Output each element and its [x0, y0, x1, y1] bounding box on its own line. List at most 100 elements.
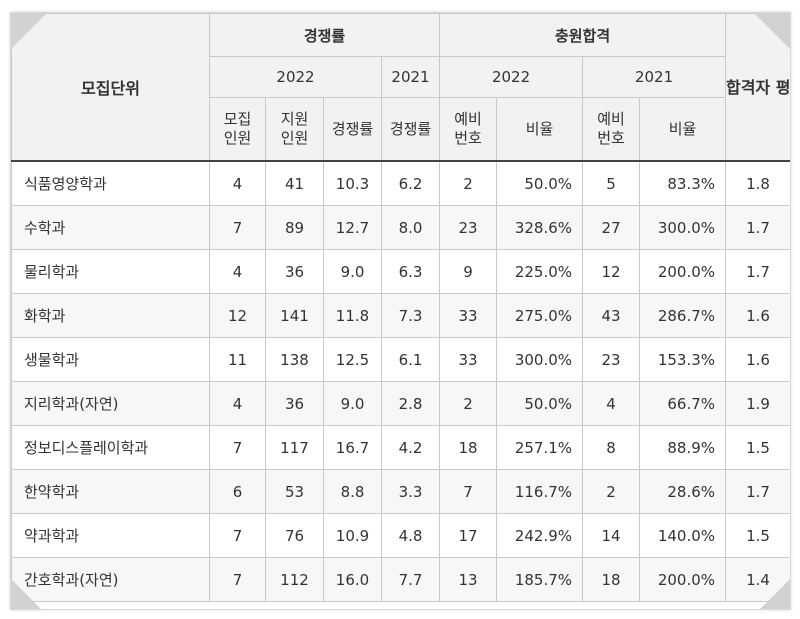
- header-recruit-line2: 인원: [223, 129, 252, 147]
- cell-dept: 정보디스플레이학과: [11, 425, 210, 470]
- header-waitlist-2022: 예비 번호: [439, 97, 498, 162]
- cell-waitlist-2022: 33: [439, 337, 498, 382]
- page-curl-bottom-left: [11, 579, 41, 609]
- cell-recruit-count: 12: [209, 293, 266, 338]
- cell-dept: 간호학과(자연): [11, 557, 210, 602]
- cell-average-grade: 1.7: [725, 469, 790, 514]
- header-waitlist-line1: 예비: [454, 110, 482, 128]
- cell-average-grade: 1.5: [725, 513, 790, 558]
- cell-competition-2022: 16.0: [323, 557, 382, 602]
- cell-rate-2021: 28.6%: [639, 469, 727, 514]
- cell-average-grade: 1.8: [725, 160, 790, 206]
- cell-recruit-count: 6: [209, 469, 266, 514]
- page-curl-top-left: [11, 13, 47, 49]
- cell-waitlist-2022: 33: [439, 293, 498, 338]
- cell-competition-2022: 9.0: [323, 381, 382, 426]
- cell-waitlist-2022: 23: [439, 205, 498, 250]
- cell-competition-2022: 16.7: [323, 425, 382, 470]
- cell-rate-2022: 275.0%: [496, 293, 584, 338]
- cell-rate-2021: 140.0%: [639, 513, 727, 558]
- cell-average-grade: 1.9: [725, 381, 790, 426]
- header-grade-line2: 평균: [775, 77, 791, 97]
- cell-rate-2022: 116.7%: [496, 469, 584, 514]
- cell-average-grade: 1.5: [725, 425, 790, 470]
- table-body: 식품영양학과 4 41 10.3 6.2 2 50.0% 5 83.3% 1.8 수학과 7 89 12.…: [11, 160, 790, 602]
- cell-average-grade: 1.6: [725, 337, 790, 382]
- header-rate-2021: 비율: [639, 97, 727, 162]
- table-row: 생물학과 11 138 12.5 6.1 33 300.0% 23 153.3% 1.6: [11, 337, 790, 382]
- cell-competition-2021: 2.8: [380, 381, 441, 426]
- page-curl-top-right: [754, 13, 790, 49]
- cell-applicant-count: 141: [265, 293, 324, 338]
- cell-applicant-count: 36: [265, 249, 324, 294]
- cell-waitlist-2022: 13: [439, 557, 498, 602]
- page-curl-bottom-right: [760, 579, 790, 609]
- cell-dept: 약과학과: [11, 513, 210, 558]
- cell-rate-2021: 300.0%: [639, 205, 727, 250]
- header-ratio-2022: 경쟁률: [323, 97, 382, 162]
- table-row: 수학과 7 89 12.7 8.0 23 328.6% 27 300.0% 1.7: [11, 205, 790, 250]
- cell-waitlist-2021: 18: [582, 557, 641, 602]
- header-comp-2022: 2022: [209, 56, 382, 98]
- cell-rate-2021: 200.0%: [639, 249, 727, 294]
- cell-competition-2022: 9.0: [323, 249, 382, 294]
- cell-recruit-count: 4: [209, 381, 266, 426]
- cell-rate-2021: 286.7%: [639, 293, 727, 338]
- cell-applicant-count: 89: [265, 205, 324, 250]
- cell-recruit-count: 11: [209, 337, 266, 382]
- table-row: 식품영양학과 4 41 10.3 6.2 2 50.0% 5 83.3% 1.8: [11, 160, 790, 206]
- cell-competition-2022: 12.5: [323, 337, 382, 382]
- header-add-2021: 2021: [582, 56, 727, 98]
- cell-waitlist-2021: 14: [582, 513, 641, 558]
- cell-rate-2022: 185.7%: [496, 557, 584, 602]
- header-ratio-2021: 경쟁률: [380, 97, 441, 162]
- cell-rate-2022: 242.9%: [496, 513, 584, 558]
- table-header: 모집단위 경쟁률 충원합격 합격자 평균 등급 2022 2021 2022 2…: [11, 13, 791, 162]
- header-competition: 경쟁률: [208, 13, 441, 57]
- table-row: 정보디스플레이학과 7 117 16.7 4.2 18 257.1% 8 88.9% 1.5: [11, 425, 790, 470]
- cell-waitlist-2022: 18: [439, 425, 498, 470]
- cell-dept: 물리학과: [11, 249, 210, 294]
- cell-dept: 식품영양학과: [11, 160, 210, 206]
- cell-recruit-count: 7: [209, 513, 266, 558]
- cell-waitlist-2022: 2: [439, 381, 498, 426]
- header-waitlist-line1: 예비: [597, 110, 625, 128]
- cell-rate-2022: 225.0%: [496, 249, 584, 294]
- table-row: 약과학과 7 76 10.9 4.8 17 242.9% 14 140.0% 1.5: [11, 513, 790, 558]
- cell-waitlist-2021: 27: [582, 205, 641, 250]
- table-row: 물리학과 4 36 9.0 6.3 9 225.0% 12 200.0% 1.7: [11, 249, 790, 294]
- admissions-table: 모집단위 경쟁률 충원합격 합격자 평균 등급 2022 2021 2022 2…: [11, 13, 791, 602]
- cell-competition-2021: 8.0: [380, 205, 441, 250]
- cell-applicant-count: 112: [265, 557, 324, 602]
- cell-waitlist-2021: 8: [582, 425, 641, 470]
- cell-average-grade: 1.6: [725, 293, 790, 338]
- header-waitlist-line2: 번호: [454, 129, 482, 147]
- cell-applicant-count: 76: [265, 513, 324, 558]
- cell-recruit-count: 4: [209, 249, 266, 294]
- cell-rate-2022: 50.0%: [496, 381, 584, 426]
- cell-waitlist-2022: 9: [439, 249, 498, 294]
- cell-rate-2022: 300.0%: [496, 337, 584, 382]
- cell-recruit-count: 4: [209, 160, 266, 206]
- header-applicant-count: 지원 인원: [265, 97, 324, 162]
- cell-competition-2021: 6.3: [380, 249, 441, 294]
- cell-waitlist-2021: 2: [582, 469, 641, 514]
- header-additional-admission: 충원합격: [439, 13, 727, 57]
- cell-rate-2022: 50.0%: [496, 160, 584, 206]
- cell-waitlist-2021: 43: [582, 293, 641, 338]
- cell-applicant-count: 53: [265, 469, 324, 514]
- header-rate-2022: 비율: [496, 97, 584, 162]
- cell-competition-2021: 4.8: [380, 513, 441, 558]
- cell-waitlist-2021: 23: [582, 337, 641, 382]
- cell-rate-2022: 257.1%: [496, 425, 584, 470]
- header-recruit-line1: 모집: [223, 110, 252, 128]
- cell-competition-2021: 6.2: [380, 160, 441, 206]
- cell-average-grade: 1.7: [725, 249, 790, 294]
- cell-competition-2022: 11.8: [323, 293, 382, 338]
- cell-applicant-count: 138: [265, 337, 324, 382]
- cell-dept: 생물학과: [11, 337, 210, 382]
- cell-waitlist-2021: 4: [582, 381, 641, 426]
- cell-recruit-count: 7: [209, 425, 266, 470]
- admissions-table-card: 모집단위 경쟁률 충원합격 합격자 평균 등급 2022 2021 2022 2…: [10, 12, 791, 610]
- cell-rate-2021: 83.3%: [639, 160, 727, 206]
